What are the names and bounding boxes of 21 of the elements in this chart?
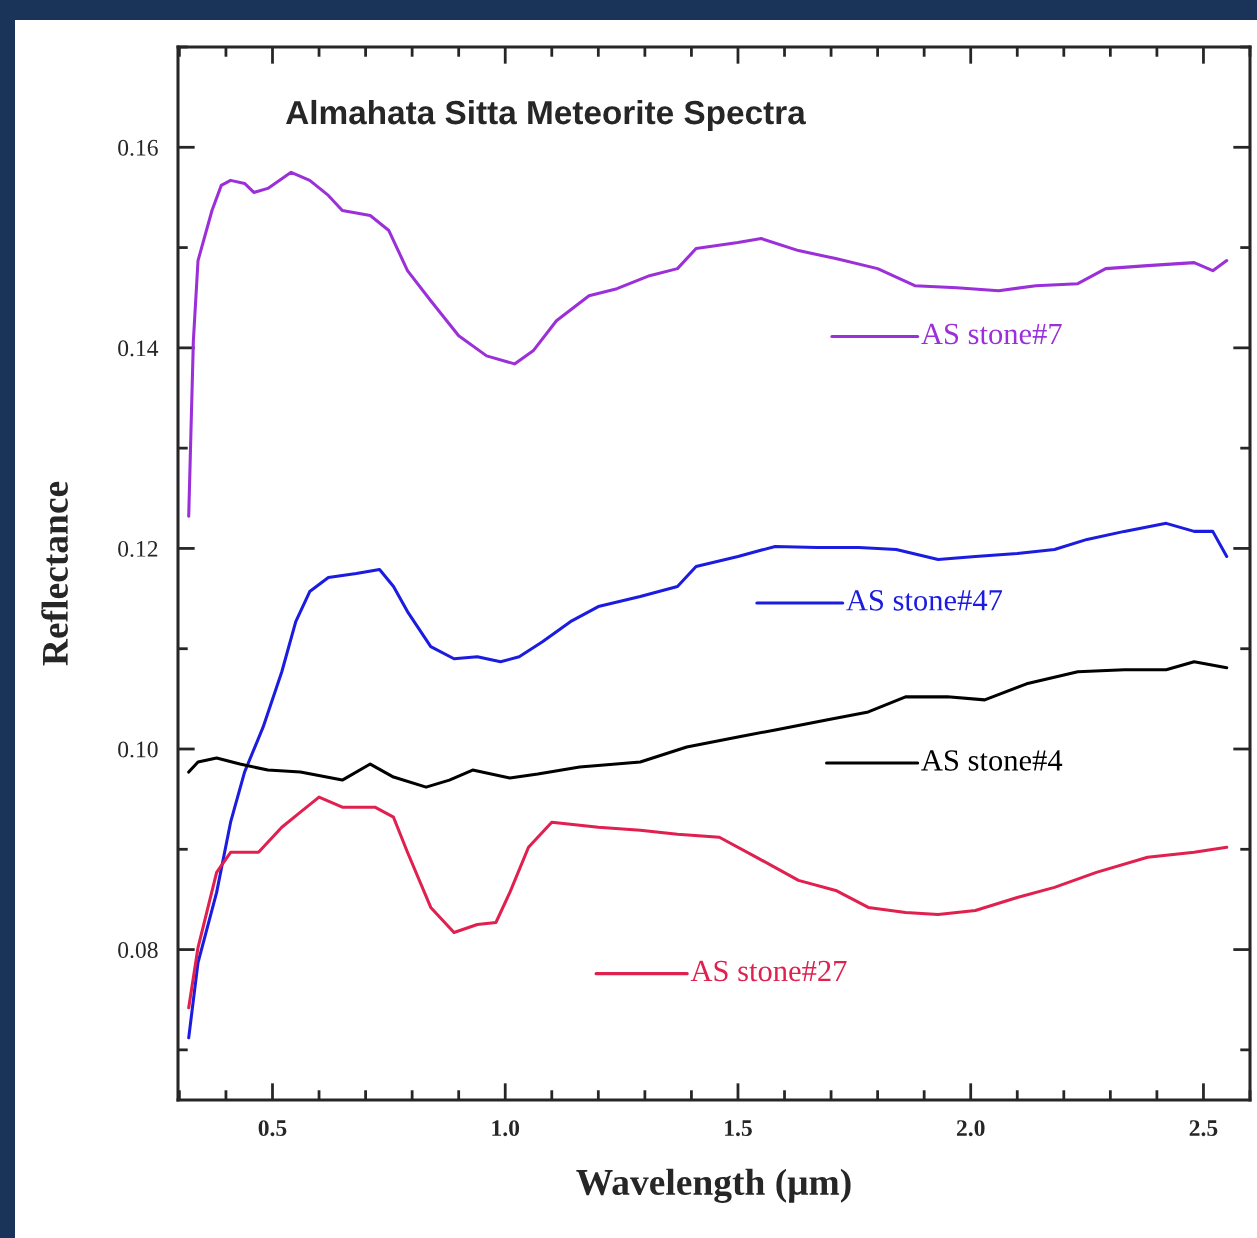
legend-label: AS stone#27 — [690, 960, 847, 982]
x-tick-label: 1.0 — [492, 1120, 520, 1137]
line-series — [187, 170, 1229, 518]
x-axis-title: Wavelength (μm) — [576, 1168, 851, 1203]
line-series — [187, 660, 1229, 789]
x-tick-label: 0.5 — [258, 1120, 287, 1137]
x-tick-label: 2.0 — [956, 1120, 985, 1137]
legend-label: AS stone#47 — [846, 590, 1003, 611]
text: Almahata Sitta Meteorite Spectra — [286, 99, 806, 131]
y-tick-label: 0.14 — [118, 340, 159, 357]
x-tick-label: 1.5 — [725, 1120, 752, 1137]
line-series — [187, 521, 1229, 1040]
y-tick-label: 0.08 — [118, 942, 158, 959]
y-tick-label: 0.12 — [118, 540, 158, 557]
y-tick-label: 0.16 — [118, 139, 158, 156]
y-tick-label: 0.10 — [118, 741, 158, 758]
x-tick-label: 2.5 — [1189, 1120, 1218, 1137]
y-axis-title: Reflectance — [41, 481, 68, 666]
legend-label: AS stone#4 — [921, 750, 1063, 771]
line-series — [187, 795, 1229, 1010]
legend-label: AS stone#7 — [921, 323, 1062, 345]
